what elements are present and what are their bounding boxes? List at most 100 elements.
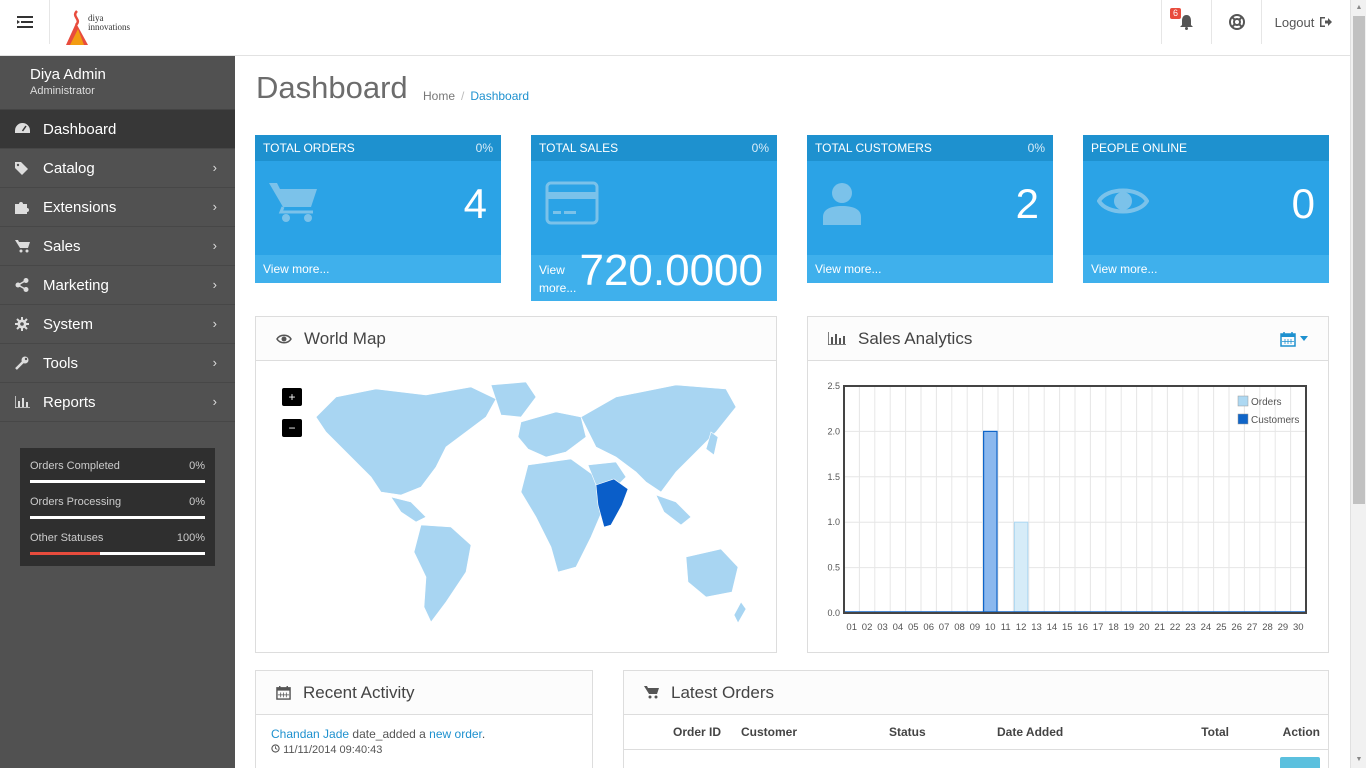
activity-end: . — [481, 727, 486, 741]
view-more-link[interactable]: View more... — [1091, 262, 1158, 276]
x-tick-label: 19 — [1124, 622, 1135, 633]
tile-value: 4 — [463, 180, 487, 227]
x-tick-label: 08 — [954, 622, 965, 633]
date-range-dropdown[interactable] — [1280, 331, 1308, 347]
panel-header: Latest Orders — [624, 671, 1328, 715]
sales-chart[interactable]: 0.0 0.5 1.0 1.5 2.0 2.5 01 02 03 04 05 06 07 08 09 10 11… — [808, 362, 1328, 652]
column-status[interactable]: Status — [879, 715, 989, 750]
page-title: Dashboard — [256, 70, 408, 105]
notifications-button[interactable]: 6 — [1161, 0, 1211, 44]
chevron-right-icon: › — [212, 316, 217, 331]
sidebar-item-extensions[interactable]: Extensions › — [0, 188, 235, 227]
y-tick-label: 2.5 — [827, 381, 840, 391]
sidebar-item-dashboard[interactable]: Dashboard — [0, 110, 235, 149]
breadcrumb-dashboard[interactable]: Dashboard — [470, 89, 530, 103]
sidebar-item-reports[interactable]: Reports › — [0, 383, 235, 422]
x-tick-label: 28 — [1262, 622, 1273, 633]
stat-value: 0% — [189, 496, 205, 508]
sidebar-item-sales[interactable]: Sales › — [0, 227, 235, 266]
tile-title: TOTAL SALES — [539, 141, 619, 155]
logout-button[interactable]: Logout — [1261, 0, 1346, 44]
scroll-down-arrow-icon[interactable]: ▼ — [1355, 756, 1363, 763]
column-total[interactable]: Total — [1129, 715, 1239, 750]
sidebar-item-catalog[interactable]: Catalog › — [0, 149, 235, 188]
tile-percent: 0% — [751, 141, 769, 155]
top-header: diya innovations 6 Logout — [0, 0, 1350, 56]
chevron-right-icon: › — [212, 394, 217, 409]
chevron-right-icon: › — [212, 277, 217, 292]
zoom-out-button[interactable]: − — [282, 419, 302, 437]
caret-down-icon — [1300, 336, 1308, 341]
x-tick-label: 05 — [908, 622, 919, 633]
sidebar-item-label: Marketing — [43, 276, 109, 294]
southeast-asia — [655, 494, 692, 526]
user-icon — [823, 183, 861, 225]
x-tick-label: 23 — [1185, 622, 1196, 633]
sidebar-item-tools[interactable]: Tools › — [0, 344, 235, 383]
x-tick-label: 18 — [1108, 622, 1119, 633]
stat-label: Orders Processing — [30, 496, 122, 508]
logo[interactable] — [62, 9, 142, 47]
share-icon — [15, 278, 29, 292]
scroll-thumb[interactable] — [1353, 16, 1365, 504]
menu-toggle-button[interactable] — [0, 0, 50, 44]
world-map[interactable] — [296, 377, 746, 632]
column-order-id[interactable]: Order ID — [624, 715, 729, 750]
logout-label: Logout — [1274, 14, 1315, 30]
legend-swatch — [1237, 395, 1249, 407]
stat-label: Orders Completed — [30, 460, 120, 472]
notification-badge: 6 — [1170, 8, 1182, 19]
panel-title: Sales Analytics — [858, 328, 973, 348]
bar-chart-icon — [15, 396, 30, 408]
scroll-up-arrow-icon[interactable]: ▲ — [1355, 4, 1363, 11]
sidebar-item-label: System — [43, 315, 94, 333]
column-action[interactable]: Action — [1239, 715, 1328, 750]
sales-analytics-panel: Sales Analytics 0.0 0.5 1.0 1.5 2.0 2.5 01 02 03… — [807, 316, 1329, 653]
column-date-added[interactable]: Date Added — [989, 715, 1129, 750]
sidebar-item-label: Reports — [43, 393, 96, 411]
zoom-in-button[interactable]: + — [282, 388, 302, 406]
orders-table: Order ID Customer Status Date Added Tota… — [624, 715, 1328, 750]
eye-icon — [1097, 188, 1149, 214]
view-order-button[interactable] — [1280, 757, 1320, 768]
page-scrollbar[interactable]: ▲ ▼ — [1350, 0, 1366, 768]
menu-icon — [16, 16, 33, 28]
sidebar-item-label: Extensions — [43, 198, 117, 216]
x-tick-label: 03 — [877, 622, 888, 633]
column-customer[interactable]: Customer — [729, 715, 879, 750]
activity-action: date_added a — [352, 727, 426, 741]
clock-icon — [271, 744, 280, 753]
tile-value: 2 — [1015, 180, 1039, 227]
sidebar-item-system[interactable]: System › — [0, 305, 235, 344]
new-zealand — [733, 601, 746, 624]
x-tick-label: 12 — [1016, 622, 1027, 633]
progress-bar — [30, 516, 205, 519]
sidebar: Diya Admin Administrator Dashboard Catal… — [0, 56, 235, 768]
x-tick-label: 09 — [970, 622, 981, 633]
panel-title: World Map — [304, 328, 386, 348]
breadcrumb-home[interactable]: Home — [423, 89, 456, 103]
bar-orders — [1013, 521, 1029, 614]
tile-total-sales: TOTAL SALES 0% View more... 720.0000 — [531, 135, 777, 301]
tile-percent: 0% — [1027, 141, 1045, 155]
asia — [580, 384, 737, 493]
tile-value: 720.0000 — [579, 246, 763, 295]
legend-label: Orders — [1251, 397, 1282, 408]
activity-customer-link[interactable]: Chandan Jade — [271, 727, 350, 741]
sidebar-item-label: Catalog — [43, 159, 95, 177]
logo-flame-icon — [66, 10, 88, 45]
view-more-link[interactable]: View more... — [815, 262, 882, 276]
x-tick-label: 27 — [1247, 622, 1258, 633]
cart-icon — [269, 183, 317, 222]
y-tick-label: 0.5 — [827, 563, 840, 573]
sidebar-item-marketing[interactable]: Marketing › — [0, 266, 235, 305]
recent-activity-panel: Recent Activity Chandan Jade date_added … — [255, 670, 593, 768]
panel-header: Recent Activity — [256, 671, 592, 715]
y-tick-label: 0.0 — [827, 608, 840, 618]
view-more-link[interactable]: View more... — [263, 262, 330, 276]
help-button[interactable] — [1211, 0, 1261, 44]
user-profile[interactable]: Diya Admin Administrator — [0, 56, 235, 110]
view-more-link[interactable]: View more... — [539, 263, 577, 295]
india-highlight[interactable] — [595, 478, 629, 528]
activity-order-link[interactable]: new order — [429, 727, 482, 741]
